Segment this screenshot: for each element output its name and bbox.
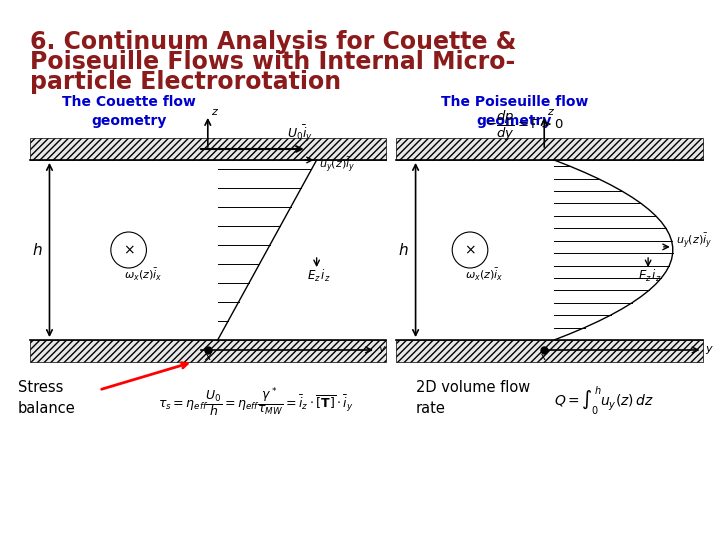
Text: $E_z\,i_z$: $E_z\,i_z$ <box>307 268 330 284</box>
Text: $h$: $h$ <box>32 242 43 258</box>
Text: $u_y(z)\bar{i}_y$: $u_y(z)\bar{i}_y$ <box>319 155 355 174</box>
Text: $u_y(z)\bar{i}_y$: $u_y(z)\bar{i}_y$ <box>675 231 712 249</box>
Bar <box>396 340 703 362</box>
Text: $\omega_x(z)\bar{i}_x$: $\omega_x(z)\bar{i}_x$ <box>124 266 162 282</box>
Text: $y$: $y$ <box>378 344 387 356</box>
Text: $y$: $y$ <box>705 344 714 356</box>
Text: $z$: $z$ <box>547 107 555 117</box>
Text: $-\dfrac{dp}{dy} = \Gamma > 0$: $-\dfrac{dp}{dy} = \Gamma > 0$ <box>485 110 564 144</box>
Text: $\times$: $\times$ <box>123 243 135 257</box>
Text: $E_z\,i_z$: $E_z\,i_z$ <box>638 268 662 284</box>
Bar <box>396 138 703 160</box>
Text: $\times$: $\times$ <box>464 243 476 257</box>
Text: The Couette flow
geometry: The Couette flow geometry <box>62 95 196 129</box>
Text: $x$: $x$ <box>204 352 213 362</box>
Text: $x$: $x$ <box>539 352 548 362</box>
Text: $z$: $z$ <box>211 107 219 117</box>
Bar <box>30 340 386 362</box>
Text: Poiseuille Flows with Internal Micro-: Poiseuille Flows with Internal Micro- <box>30 50 515 74</box>
Text: $U_0\bar{i}_y$: $U_0\bar{i}_y$ <box>287 124 313 144</box>
Text: The Poiseuille flow
geometry: The Poiseuille flow geometry <box>441 95 588 129</box>
Text: $h$: $h$ <box>398 242 409 258</box>
Text: $\tau_s = \eta_{eff}\dfrac{U_0}{h} = \eta_{eff}\dfrac{\gamma^*}{\tau_{MW}} = \ba: $\tau_s = \eta_{eff}\dfrac{U_0}{h} = \et… <box>158 385 354 418</box>
Text: $Q = \int_0^h u_y(z)\,dz$: $Q = \int_0^h u_y(z)\,dz$ <box>554 385 654 417</box>
Text: 6. Continuum Analysis for Couette &: 6. Continuum Analysis for Couette & <box>30 30 516 54</box>
Bar <box>30 138 386 160</box>
Text: particle Electrorotation: particle Electrorotation <box>30 70 341 94</box>
Text: Stress
balance: Stress balance <box>18 380 76 416</box>
Text: 2D volume flow
rate: 2D volume flow rate <box>415 380 530 416</box>
Text: $\omega_x(z)\bar{i}_x$: $\omega_x(z)\bar{i}_x$ <box>465 266 504 282</box>
